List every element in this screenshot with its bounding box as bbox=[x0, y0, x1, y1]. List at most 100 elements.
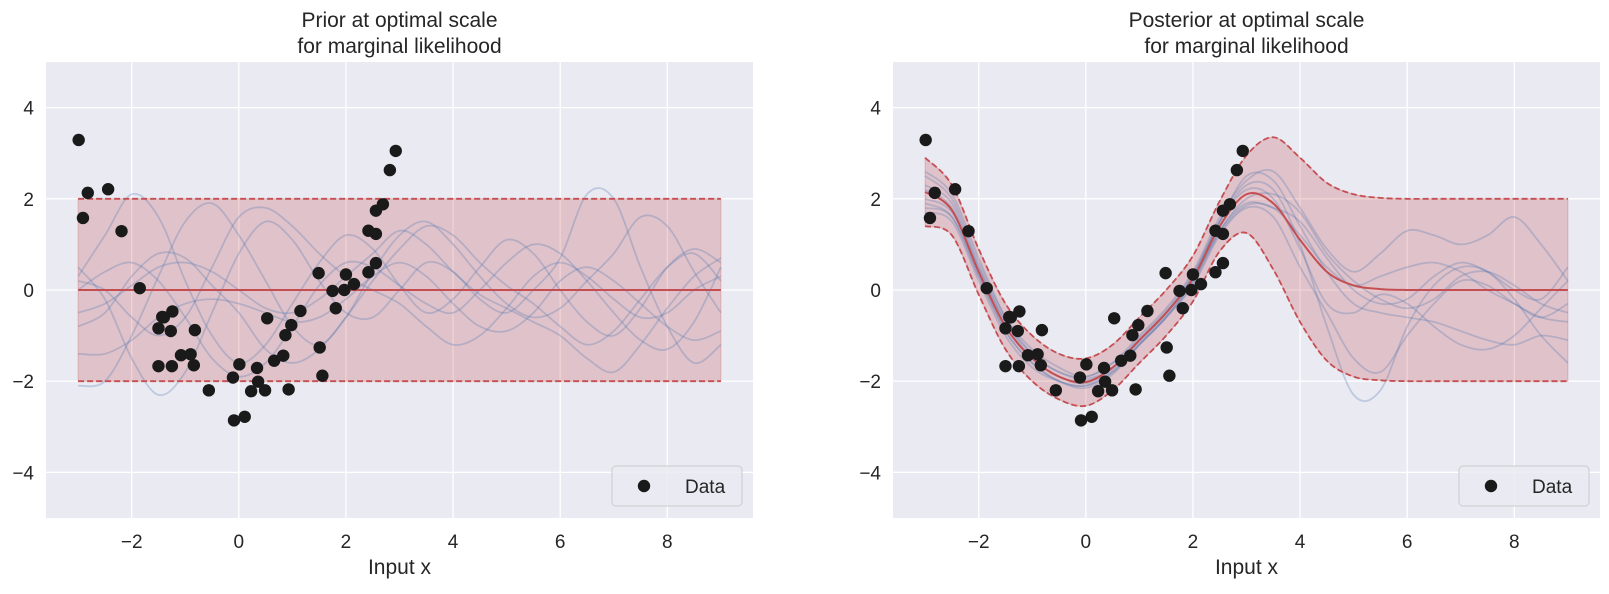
y-tick-label: 4 bbox=[23, 99, 34, 120]
data-point bbox=[1141, 304, 1154, 318]
y-tick-label: −4 bbox=[859, 463, 881, 484]
sample-line bbox=[77, 202, 722, 388]
data-point bbox=[184, 348, 197, 361]
sample-line bbox=[924, 202, 1569, 390]
chart-title-line-2: for marginal likelihood bbox=[1144, 35, 1348, 58]
data-point bbox=[1160, 341, 1173, 354]
legend-box bbox=[611, 465, 743, 507]
data-point bbox=[1163, 369, 1176, 382]
chart-title-line-1: Prior at optimal scale bbox=[301, 9, 497, 32]
data-point bbox=[923, 211, 937, 225]
data-point bbox=[250, 361, 264, 375]
y-tick-label: −2 bbox=[859, 372, 881, 393]
sample-line bbox=[77, 206, 722, 346]
data-point bbox=[166, 305, 179, 318]
x-tick-label: 2 bbox=[341, 532, 352, 553]
data-point bbox=[188, 323, 202, 337]
legend-marker bbox=[1484, 479, 1498, 493]
data-point bbox=[312, 266, 325, 280]
data-point bbox=[999, 359, 1012, 373]
data-point bbox=[244, 385, 258, 398]
data-point bbox=[202, 384, 216, 397]
x-tick-label: 0 bbox=[234, 532, 245, 553]
sample-line bbox=[924, 168, 1569, 378]
x-tick-label: −2 bbox=[968, 532, 990, 553]
data-point bbox=[187, 359, 201, 372]
data-point bbox=[928, 186, 941, 200]
data-point bbox=[1159, 266, 1172, 280]
data-point bbox=[1091, 385, 1105, 398]
data-point bbox=[152, 322, 165, 335]
data-point bbox=[369, 227, 383, 241]
data-point bbox=[1073, 371, 1087, 384]
data-point bbox=[369, 256, 383, 270]
data-point bbox=[999, 322, 1012, 335]
data-point bbox=[238, 410, 251, 423]
data-point bbox=[1034, 359, 1048, 372]
sample-line bbox=[924, 202, 1569, 388]
data-point bbox=[101, 183, 115, 196]
data-point bbox=[313, 341, 326, 354]
data-point bbox=[1013, 305, 1026, 318]
x-tick-label: 8 bbox=[662, 532, 673, 553]
data-point bbox=[1185, 283, 1198, 297]
x-axis-label: Input x bbox=[1215, 556, 1279, 579]
data-point bbox=[347, 277, 361, 291]
data-point bbox=[258, 384, 272, 397]
y-tick-label: 4 bbox=[870, 99, 881, 120]
data-point bbox=[1173, 284, 1186, 298]
data-point bbox=[1074, 414, 1088, 427]
y-tick-label: 2 bbox=[870, 190, 881, 211]
x-tick-label: 8 bbox=[1509, 532, 1520, 553]
data-point bbox=[339, 268, 353, 281]
data-point bbox=[962, 224, 975, 238]
data-point bbox=[948, 183, 962, 196]
data-point bbox=[1098, 375, 1112, 388]
data-point bbox=[376, 198, 390, 211]
data-point bbox=[1035, 323, 1049, 337]
data-point bbox=[1176, 302, 1189, 315]
data-point bbox=[1216, 227, 1230, 241]
x-tick-label: 6 bbox=[555, 532, 566, 553]
data-point bbox=[338, 283, 351, 297]
data-point bbox=[1132, 318, 1145, 332]
data-point bbox=[1031, 348, 1044, 361]
data-point bbox=[251, 375, 265, 388]
data-point bbox=[1114, 354, 1128, 367]
data-point bbox=[72, 133, 85, 147]
data-point bbox=[115, 224, 128, 238]
y-tick-label: 2 bbox=[23, 190, 34, 211]
data-point bbox=[282, 383, 295, 396]
x-tick-label: 6 bbox=[1402, 532, 1413, 553]
sample-line bbox=[77, 243, 722, 378]
data-point bbox=[294, 304, 307, 318]
data-point bbox=[1236, 144, 1249, 158]
data-point bbox=[1124, 349, 1137, 362]
data-point bbox=[1105, 384, 1119, 397]
prior-chart: Prior at optimal scale for marginal like… bbox=[12, 9, 753, 579]
data-point bbox=[226, 371, 240, 384]
data-point bbox=[316, 369, 329, 382]
legend-label: Data bbox=[1532, 477, 1573, 498]
data-point bbox=[1012, 359, 1026, 373]
data-point bbox=[1194, 277, 1208, 291]
data-point bbox=[267, 354, 281, 367]
data-point bbox=[285, 318, 298, 332]
data-point bbox=[261, 312, 274, 325]
lower-bound-line bbox=[924, 225, 1568, 408]
data-point bbox=[1209, 266, 1222, 279]
data-point bbox=[133, 281, 146, 295]
data-point bbox=[152, 359, 165, 373]
data-point bbox=[1097, 361, 1111, 375]
data-point bbox=[174, 349, 188, 362]
data-point bbox=[1011, 324, 1024, 338]
y-tick-label: −4 bbox=[12, 463, 34, 484]
data-point bbox=[980, 281, 993, 295]
data-point bbox=[233, 358, 246, 371]
data-point bbox=[1049, 384, 1063, 397]
data-point bbox=[1080, 358, 1093, 371]
data-point bbox=[1186, 268, 1200, 281]
sample-line bbox=[78, 261, 722, 356]
sample-line bbox=[924, 201, 1569, 388]
